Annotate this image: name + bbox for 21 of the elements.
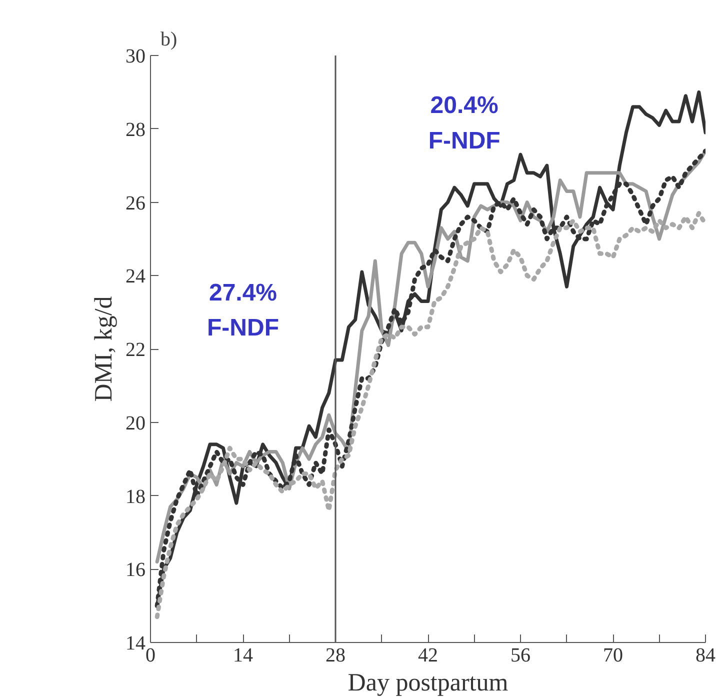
annotation: 20.4% F-NDF [428,92,500,154]
x-tick-label: 70 [603,644,623,666]
x-axis-title: Day postpartum [348,670,509,696]
chart-title: b) [160,28,178,50]
y-tick-label: 24 [126,266,146,288]
y-tick-label: 22 [126,339,146,361]
x-tick-label: 56 [510,644,530,666]
annotation: 27.4% F-NDF [207,279,279,342]
y-tick-label: 16 [126,559,146,582]
x-tick-label: 28 [326,644,346,666]
y-tick-label: 30 [126,46,146,68]
x-tick-label: 14 [233,644,253,666]
y-tick-label: 28 [126,118,146,141]
y-axis-title: DMI, kg/d [90,296,118,402]
x-tick-label: 84 [696,644,716,666]
y-tick-label: 20 [126,412,146,434]
y-tick-label: 26 [126,192,146,214]
x-tick-label: 42 [418,644,438,666]
y-tick-label: 18 [126,486,146,508]
line-series [154,211,706,620]
x-tick-label: 0 [146,644,156,666]
